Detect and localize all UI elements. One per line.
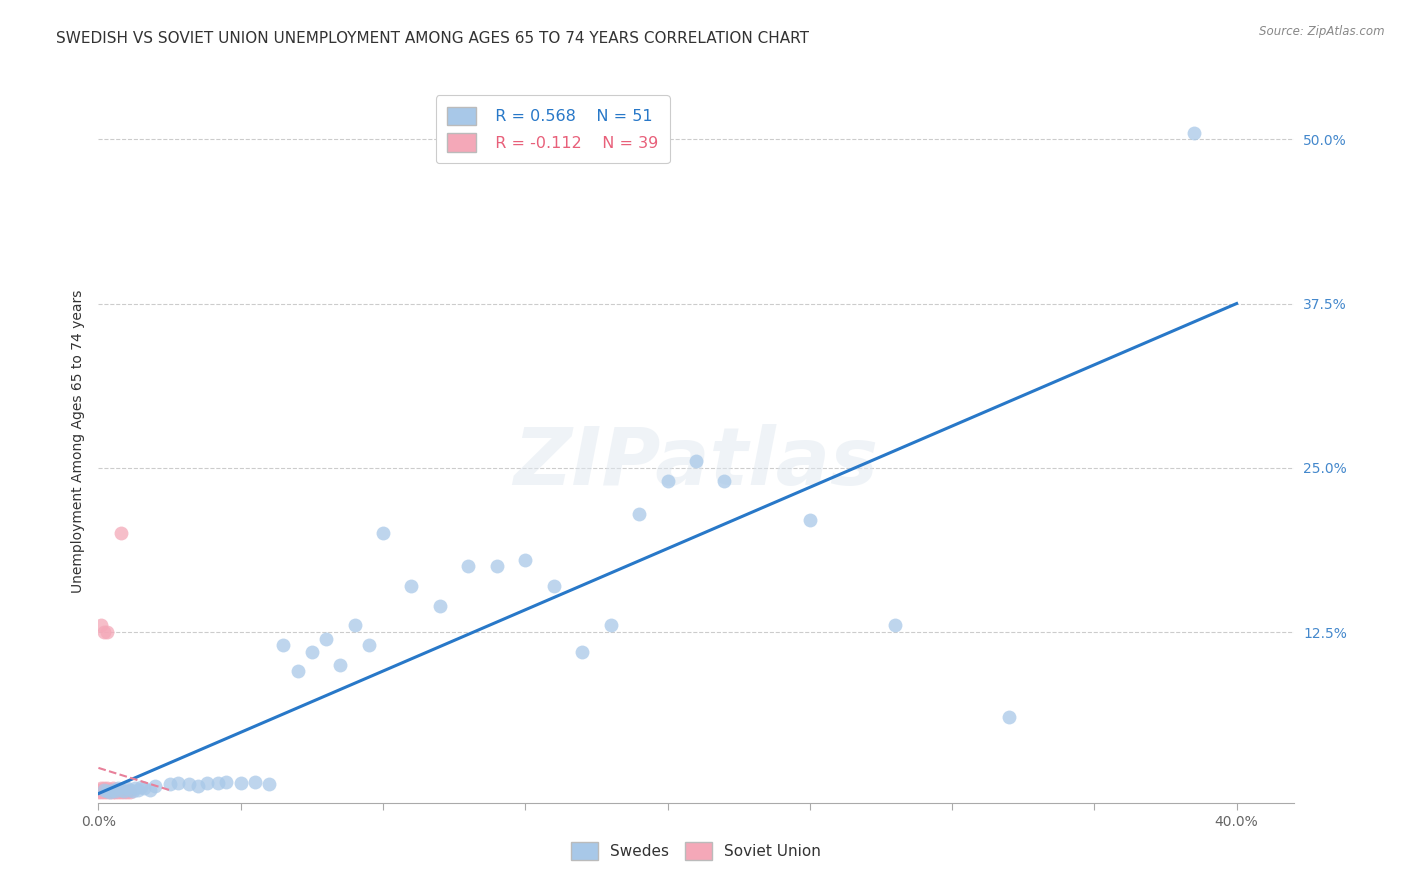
Point (215, 774, 238, 789)
Point (104, 785, 127, 799)
Point (118, 785, 141, 799)
Text: ZIPatlas: ZIPatlas (513, 425, 879, 502)
Point (90, 785, 112, 799)
Point (107, 781, 129, 796)
Point (657, 474, 679, 488)
Point (457, 559, 479, 574)
Point (101, 781, 124, 796)
Point (93, 782, 115, 797)
Point (287, 665, 309, 679)
Point (599, 618, 621, 632)
Point (229, 776, 252, 790)
Point (138, 782, 160, 797)
Point (884, 618, 907, 632)
Point (104, 784, 127, 798)
Point (112, 784, 135, 798)
Point (93, 785, 115, 799)
Point (257, 777, 280, 791)
Point (87, 784, 110, 798)
Point (87, 782, 110, 797)
Legend: Swedes, Soviet Union: Swedes, Soviet Union (562, 835, 830, 867)
Point (429, 599, 451, 613)
Point (998, 710, 1021, 724)
Point (115, 785, 138, 799)
Point (543, 579, 565, 593)
Point (167, 776, 190, 790)
Point (401, 579, 423, 593)
Point (1182, 126, 1205, 140)
Point (90, 781, 112, 796)
Point (110, 785, 132, 799)
Point (101, 784, 124, 798)
Point (110, 784, 132, 798)
Point (93, 784, 115, 798)
Point (515, 553, 537, 567)
Point (343, 618, 366, 632)
Point (96, 784, 118, 798)
Point (179, 777, 201, 791)
Point (685, 454, 707, 468)
Point (93, 625, 115, 640)
Point (143, 779, 166, 793)
Point (112, 785, 135, 799)
Point (187, 779, 209, 793)
Point (301, 645, 323, 659)
Point (115, 784, 138, 798)
Point (129, 780, 152, 794)
Point (713, 474, 735, 488)
Point (101, 782, 124, 797)
Point (207, 776, 229, 790)
Point (273, 638, 295, 652)
Point (98, 784, 121, 798)
Point (121, 784, 143, 798)
Point (357, 638, 380, 652)
Point (90, 784, 112, 798)
Point (115, 781, 138, 796)
Point (371, 526, 394, 541)
Point (96, 781, 118, 796)
Point (90, 618, 112, 632)
Point (124, 781, 146, 796)
Point (243, 774, 266, 789)
Point (107, 782, 129, 797)
Point (98, 782, 121, 797)
Point (96, 784, 118, 798)
Point (107, 785, 129, 799)
Text: SWEDISH VS SOVIET UNION UNEMPLOYMENT AMONG AGES 65 TO 74 YEARS CORRELATION CHART: SWEDISH VS SOVIET UNION UNEMPLOYMENT AMO… (56, 31, 810, 46)
Point (93, 781, 115, 796)
Point (101, 782, 124, 797)
Point (628, 507, 651, 521)
Point (799, 513, 821, 527)
Point (90, 782, 112, 797)
Point (315, 632, 337, 646)
Point (98, 785, 121, 799)
Point (104, 784, 127, 798)
Point (98, 785, 121, 799)
Point (127, 782, 149, 797)
Text: Source: ZipAtlas.com: Source: ZipAtlas.com (1260, 25, 1385, 38)
Point (485, 559, 508, 574)
Point (110, 526, 132, 541)
Point (329, 657, 352, 672)
Point (96, 782, 118, 797)
Point (104, 782, 127, 797)
Point (110, 782, 132, 797)
Point (118, 782, 141, 797)
Point (96, 625, 118, 640)
Point (132, 781, 155, 796)
Point (96, 785, 118, 799)
Point (93, 782, 115, 797)
Point (159, 777, 181, 791)
Point (571, 645, 593, 659)
Y-axis label: Unemployment Among Ages 65 to 74 years: Unemployment Among Ages 65 to 74 years (70, 290, 84, 593)
Point (107, 784, 129, 798)
Point (87, 785, 110, 799)
Point (101, 785, 124, 799)
Point (195, 776, 218, 790)
Point (112, 784, 135, 798)
